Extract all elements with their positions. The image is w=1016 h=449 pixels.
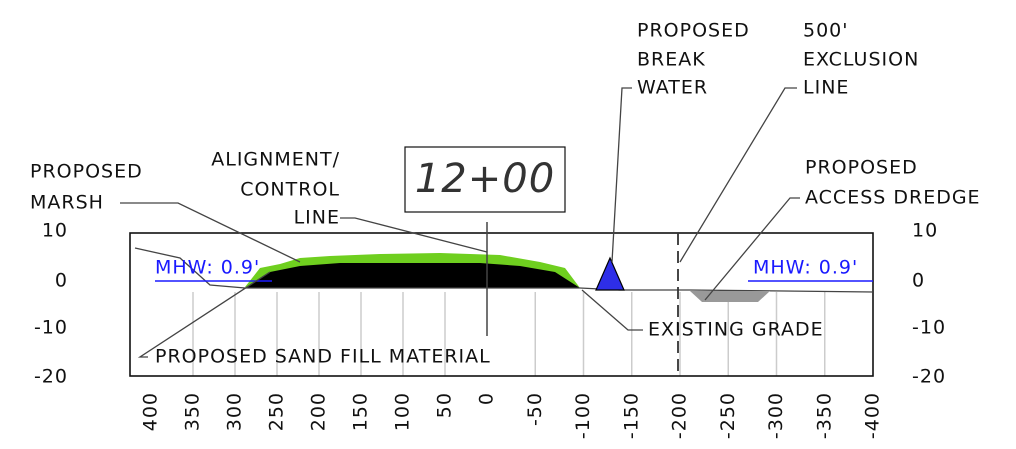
x-tick-label: 50 [434, 392, 456, 418]
mhw-label: MHW: 0.9' [753, 257, 858, 279]
x-tick-label: -100 [572, 392, 594, 439]
x-tick-label: 350 [182, 392, 204, 431]
label: PROPOSED [805, 157, 918, 179]
leader [581, 289, 643, 331]
label: EXISTING GRADE [648, 319, 824, 341]
x-tick-label: 200 [308, 392, 330, 431]
frame [129, 232, 874, 377]
label: EXCLUSION [803, 49, 919, 71]
x-tick-label: -50 [524, 392, 546, 426]
x-tick-label: 100 [392, 392, 414, 431]
x-tick-label: -400 [862, 392, 884, 439]
x-tick-label: 150 [350, 392, 372, 431]
sand-fill [245, 263, 580, 288]
leader [704, 197, 800, 301]
label: ALIGNMENT/ [211, 149, 340, 171]
label: LINE [294, 207, 340, 229]
leader [679, 87, 797, 263]
x-tick-label: -300 [765, 392, 787, 439]
x-tick-label: -250 [717, 392, 739, 439]
y-tick-label: -10 [912, 317, 946, 339]
x-tick-label: 250 [266, 392, 288, 431]
y-tick-label: 0 [55, 270, 68, 292]
station: 12+00 [415, 156, 555, 202]
label: PROPOSED [637, 20, 750, 42]
y-tick-label: -20 [34, 366, 68, 388]
y-tick-label: -20 [912, 366, 946, 388]
y-tick-label: -10 [34, 317, 68, 339]
y-tick-label: 10 [42, 220, 68, 242]
x-tick-label: -200 [669, 392, 691, 439]
x-tick-label: 300 [224, 392, 246, 431]
dredge [690, 291, 770, 302]
mhw-label: MHW: 0.9' [155, 257, 260, 279]
label: 500' [803, 20, 849, 42]
x-tick-label: 0 [476, 392, 498, 405]
label: CONTROL [240, 179, 340, 201]
x-tick-label: 400 [140, 392, 162, 431]
x-tick-label: -150 [620, 392, 642, 439]
label: WATER [637, 77, 708, 99]
label: ACCESS DREDGE [805, 187, 981, 209]
leader [611, 87, 632, 263]
y-tick-label: 10 [912, 220, 938, 242]
breakwater [595, 256, 625, 291]
leader [137, 271, 271, 358]
label: BREAK [637, 49, 706, 71]
grid [192, 292, 826, 376]
label: LINE [803, 77, 849, 99]
y-tick-label: 0 [912, 270, 925, 292]
label: MARSH [30, 192, 104, 214]
label: PROPOSED [30, 161, 143, 183]
leader [120, 202, 301, 263]
leader [340, 217, 488, 253]
x-tick-label: -350 [813, 392, 835, 439]
station-box [404, 146, 566, 213]
label: PROPOSED SAND FILL MATERIAL [155, 346, 491, 368]
